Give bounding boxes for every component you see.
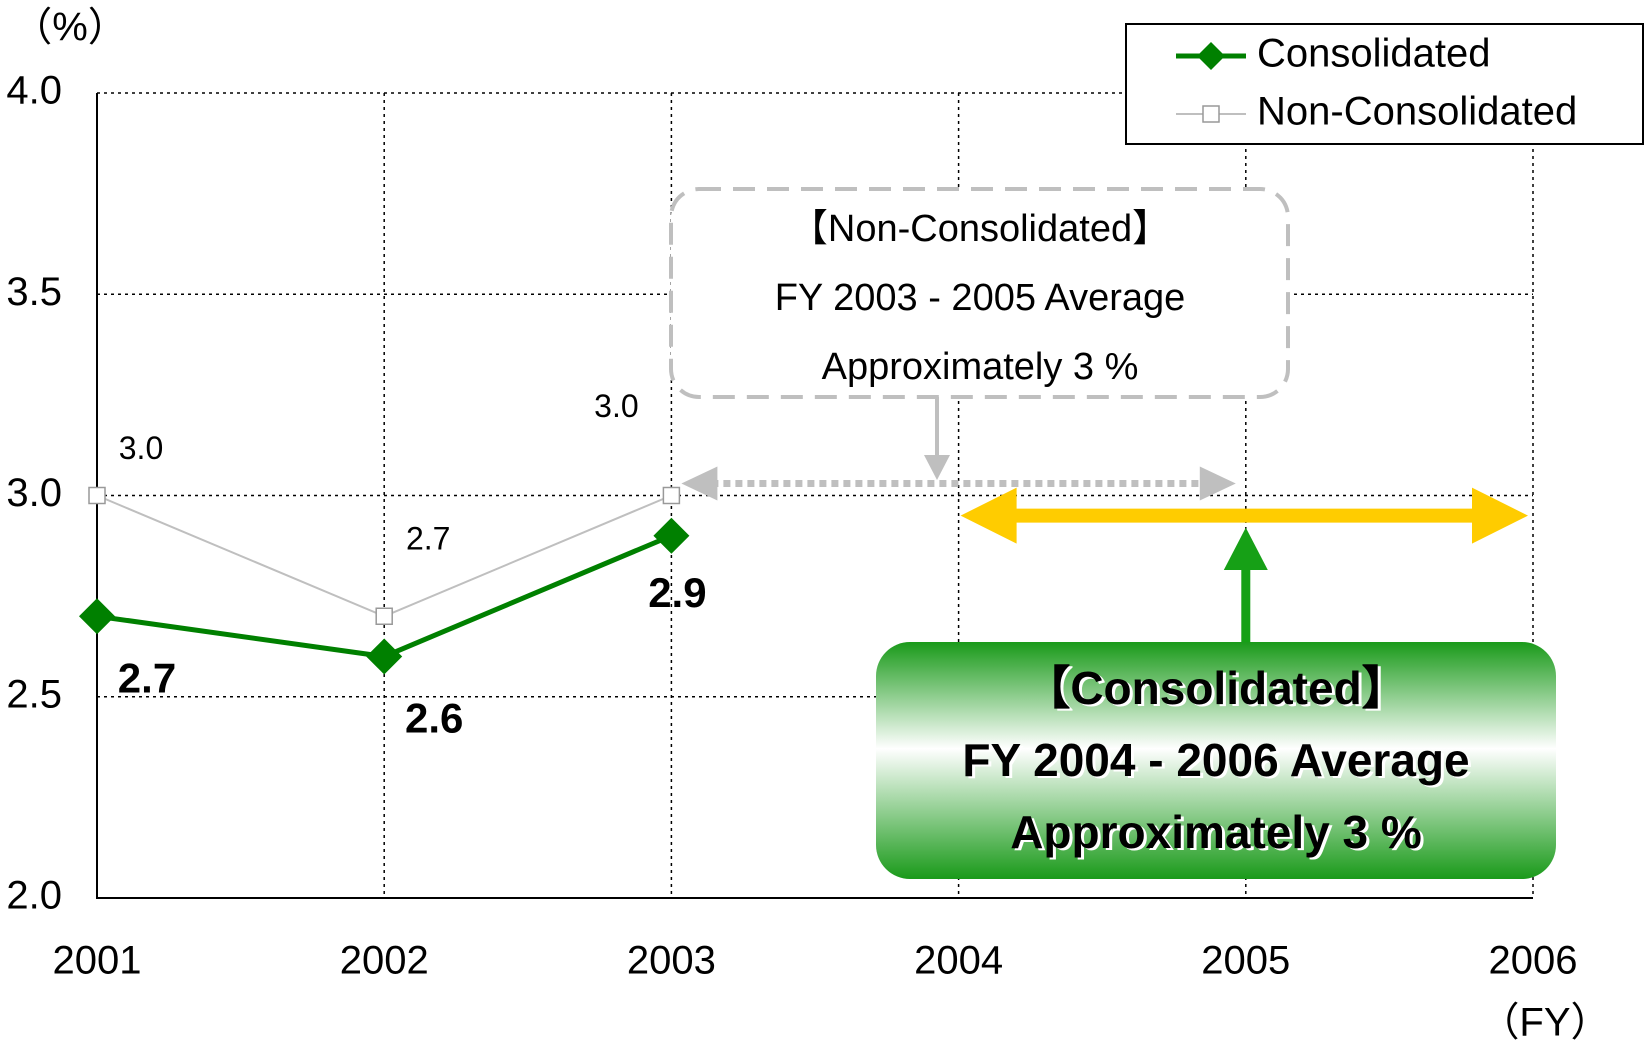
point bbox=[88, 486, 106, 505]
legend-label: Consolidated bbox=[1257, 32, 1491, 76]
y-tick-label: 3.0 bbox=[6, 471, 62, 515]
value-label: 3.0 bbox=[119, 430, 163, 466]
point bbox=[375, 607, 393, 625]
y-axis-label: （%） bbox=[12, 6, 128, 50]
value-label: 2.7 bbox=[406, 521, 450, 557]
annotation-text-shadow: Approximately 3 % bbox=[1013, 808, 1425, 860]
annotation-text: Approximately 3 % bbox=[822, 346, 1139, 388]
x-axis-label: （FY） bbox=[1479, 1001, 1610, 1045]
x-tick-label: 2006 bbox=[1489, 939, 1578, 983]
y-tick-label: 2.0 bbox=[6, 874, 62, 918]
annotation-text-shadow: FY 2004 - 2006 Average bbox=[965, 736, 1472, 788]
annotation-text-shadow: 【Consolidated】 bbox=[1027, 664, 1410, 716]
x-tick-label: 2001 bbox=[53, 939, 142, 983]
annotation-text: 【Consolidated】 bbox=[1024, 662, 1407, 714]
y-tick-label: 4.0 bbox=[6, 69, 62, 113]
annotation-text: 【Non-Consolidated】 bbox=[790, 208, 1170, 250]
point bbox=[366, 638, 403, 675]
x-tick-label: 2002 bbox=[340, 939, 429, 983]
legend-label: Non-Consolidated bbox=[1257, 90, 1577, 134]
value-label: 2.6 bbox=[405, 695, 463, 742]
annotation-arrowhead bbox=[1223, 527, 1268, 570]
legend-marker bbox=[1202, 105, 1220, 123]
annotation-text: FY 2003 - 2005 Average bbox=[775, 277, 1186, 319]
value-label: 2.7 bbox=[118, 654, 176, 701]
annotation-box bbox=[876, 642, 1556, 879]
annotation-box bbox=[669, 187, 1290, 399]
annotation-arrowhead bbox=[924, 455, 950, 480]
series-line bbox=[96, 533, 673, 660]
value-label: 2.9 bbox=[648, 569, 706, 616]
point bbox=[662, 486, 681, 505]
x-tick-label: 2004 bbox=[914, 939, 1003, 983]
annotation-text: FY 2004 - 2006 Average bbox=[962, 734, 1469, 786]
axes bbox=[96, 93, 1533, 899]
legend-marker bbox=[1197, 42, 1225, 70]
annotation-text: Approximately 3 % bbox=[1010, 806, 1422, 858]
y-tick-label: 3.5 bbox=[6, 270, 62, 314]
x-tick-label: 2003 bbox=[627, 939, 716, 983]
value-label: 3.0 bbox=[594, 388, 638, 424]
point bbox=[79, 598, 115, 635]
x-tick-label: 2005 bbox=[1201, 939, 1290, 983]
y-tick-label: 2.5 bbox=[6, 672, 62, 716]
point bbox=[653, 517, 690, 554]
